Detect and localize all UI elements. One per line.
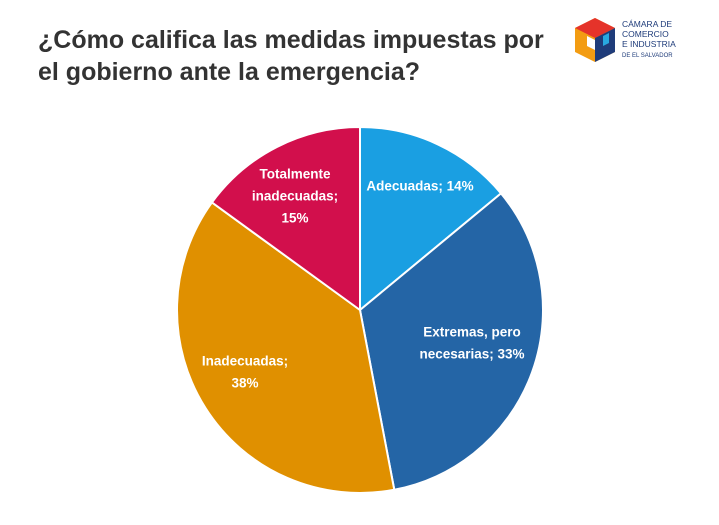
logo-icon [575,18,615,62]
pie-slice [210,125,361,312]
logo-text: E INDUSTRIA [622,39,676,49]
pie-slice [358,191,544,491]
pie-slice [176,201,396,494]
logo-text: COMERCIO [622,29,669,39]
data-label: Adecuadas; 14% [366,179,473,194]
chart-title: ¿Cómo califica las medidas impuestas por [38,26,544,54]
pie-slice [359,125,503,313]
logo-text: DE EL SALVADOR [622,53,673,59]
data-label: Totalmente [259,167,330,182]
logo-text: CÁMARA DE [622,19,672,29]
data-label: inadecuadas; [252,189,338,204]
data-label: 38% [231,376,258,391]
data-label: necesarias; 33% [419,347,524,362]
data-label: Extremas, pero [423,325,521,340]
chart-title: el gobierno ante la emergencia? [38,58,420,86]
data-label: Inadecuadas; [202,354,288,369]
data-label: 15% [281,211,308,226]
